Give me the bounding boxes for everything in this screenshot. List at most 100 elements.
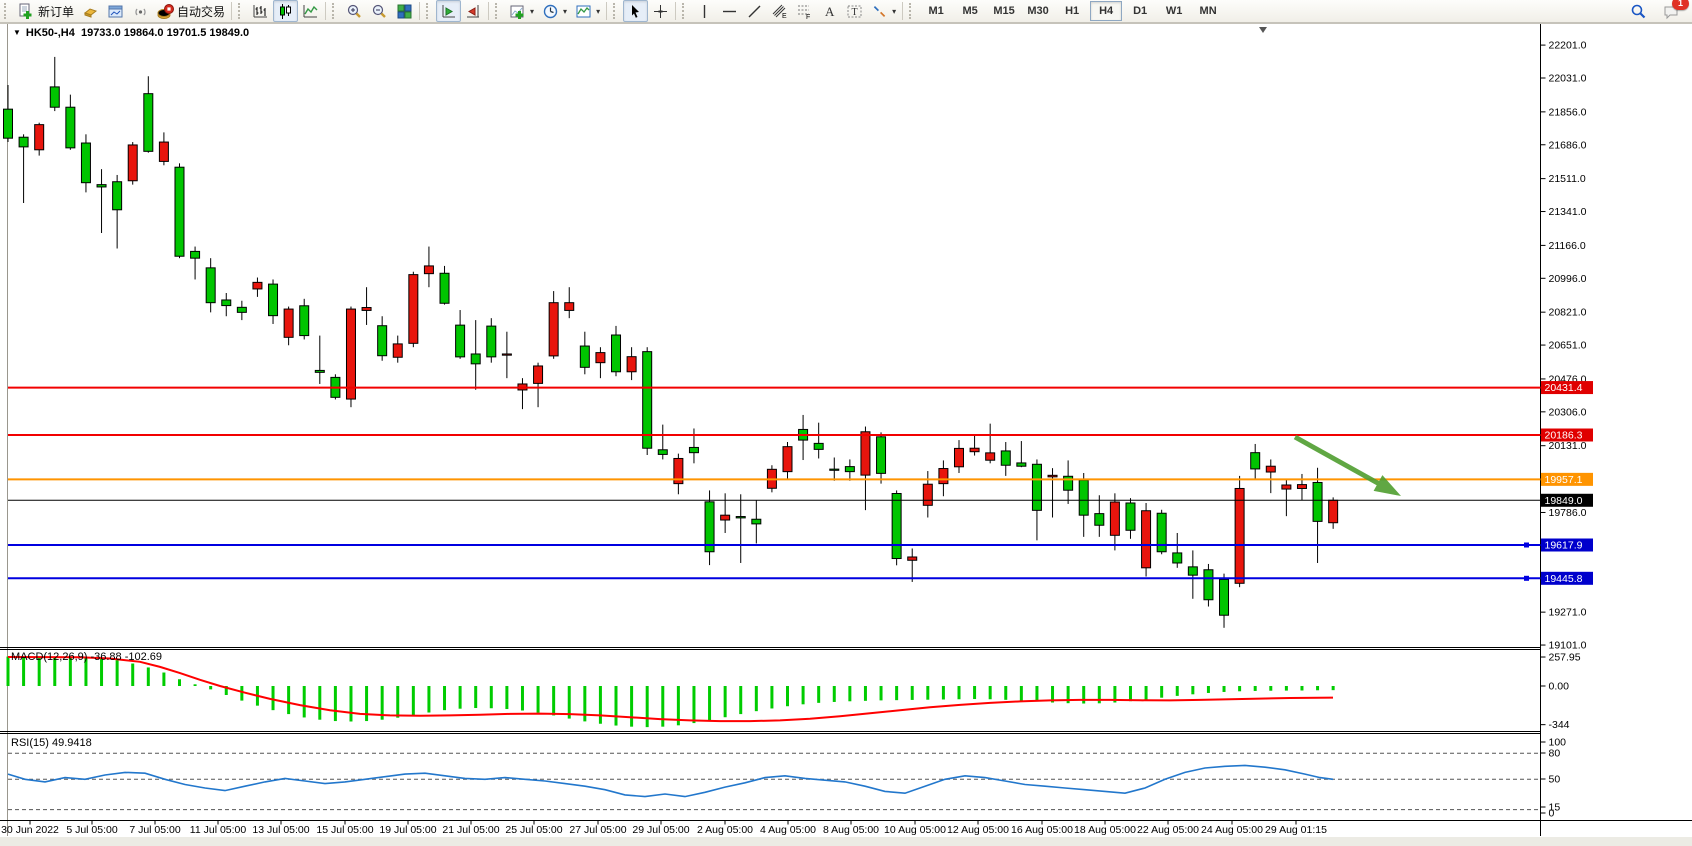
label-button[interactable]: T xyxy=(842,0,867,22)
price-badge-label: 19445.8 xyxy=(1545,573,1583,585)
timeframe-MN[interactable]: MN xyxy=(1199,5,1217,17)
candle-body xyxy=(65,106,76,149)
candle-body xyxy=(470,353,481,365)
candle-body xyxy=(1296,484,1307,489)
price-tick-label: 20306.0 xyxy=(1549,406,1587,418)
candle-body xyxy=(626,356,637,373)
horizontal-line-button[interactable] xyxy=(717,0,742,22)
bar-chart-button[interactable] xyxy=(248,0,273,22)
timeframe-W1[interactable]: W1 xyxy=(1165,5,1183,17)
price-badge xyxy=(1541,381,1593,395)
timeframe-H4[interactable]: H4 xyxy=(1090,1,1123,21)
new-order-button[interactable]: 新订单 xyxy=(14,0,78,22)
price-badge xyxy=(1541,472,1593,486)
line-chart-button[interactable] xyxy=(298,0,323,22)
chart-canvas[interactable]: 22201.0 22031.0 21856.0 21686.0 21511.0 21341… xyxy=(0,23,1692,846)
candle-body xyxy=(860,431,871,476)
trendline-button[interactable] xyxy=(742,0,767,22)
candle-body xyxy=(1328,499,1339,524)
chart-shift-button[interactable] xyxy=(461,0,486,22)
timeframe-M1[interactable]: M1 xyxy=(928,5,944,17)
price-tick-label: 21166.0 xyxy=(1549,240,1586,252)
candle-body xyxy=(1203,569,1214,601)
dropdown-caret-icon[interactable]: ▾ xyxy=(530,6,535,16)
macd-tick-label: 0.00 xyxy=(1549,681,1570,693)
candle-body xyxy=(985,452,996,461)
time-tick-label: 15 Jul 05:00 xyxy=(316,824,373,836)
crosshair-icon xyxy=(654,4,668,18)
timeframe-H1[interactable]: H1 xyxy=(1065,5,1080,17)
notifications-button[interactable]: 1 xyxy=(1659,0,1689,22)
chart-menu-icon[interactable]: ▼ xyxy=(13,28,21,37)
chart-shift-marker[interactable] xyxy=(1259,27,1267,33)
fibonacci-button[interactable]: F xyxy=(792,0,817,22)
time-tick-label: 24 Aug 05:00 xyxy=(1201,824,1263,836)
candle-body xyxy=(423,265,434,275)
macd-tick-label: -344 xyxy=(1549,719,1570,731)
auto-scroll-button[interactable] xyxy=(436,0,462,22)
price-tick-label: 21686.0 xyxy=(1549,139,1587,151)
toolbar-separator xyxy=(488,2,490,20)
cursor-icon xyxy=(632,4,640,18)
dropdown-caret-icon[interactable]: ▾ xyxy=(892,6,897,16)
zoom-out-button[interactable] xyxy=(367,0,392,22)
trend-arrow-object[interactable] xyxy=(1293,434,1401,496)
auto-trading-button[interactable]: 自动交易 xyxy=(153,0,229,22)
dropdown-caret-icon[interactable]: ▾ xyxy=(596,6,601,16)
time-tick-label: 5 Jul 05:00 xyxy=(66,824,118,836)
candle-body xyxy=(922,483,933,506)
candle-body xyxy=(642,351,653,449)
toolbar-separator xyxy=(606,2,608,20)
toolbar-grip xyxy=(909,3,916,19)
crosshair-button[interactable] xyxy=(648,0,673,22)
vertical-line-button[interactable] xyxy=(692,0,717,22)
candle-body xyxy=(501,353,512,356)
timeframe-M15[interactable]: M15 xyxy=(993,5,1015,17)
svg-text:A: A xyxy=(825,4,835,19)
periods-button[interactable]: ▾ xyxy=(538,0,571,22)
timeframe-M30[interactable]: M30 xyxy=(1027,5,1049,17)
cursor-button[interactable] xyxy=(623,0,649,22)
time-axis[interactable]: 30 Jun 2022 5 Jul 05:00 7 Jul 05:00 11 Jul … xyxy=(1,820,1327,837)
window-bottom-strip xyxy=(0,837,1692,846)
zoom-in-button[interactable] xyxy=(342,0,367,22)
templates-button[interactable]: ▾ xyxy=(571,0,604,22)
line-handle[interactable] xyxy=(1524,542,1529,548)
tile-windows-button[interactable] xyxy=(392,0,417,22)
text-button[interactable]: A xyxy=(817,0,842,22)
candle-body xyxy=(953,447,964,468)
time-tick-label: 8 Aug 05:00 xyxy=(823,824,879,836)
zoom-in-icon xyxy=(347,4,361,18)
candle-body xyxy=(314,369,325,373)
chart-title: ▼ HK50-,H4 19733.0 19864.0 19701.5 19849.… xyxy=(13,27,249,39)
arrows-icon xyxy=(873,5,886,17)
time-tick-label: 11 Jul 05:00 xyxy=(190,824,247,836)
price-tick-label: 19271.0 xyxy=(1549,607,1587,619)
auto-trading-button-label: 自动交易 xyxy=(177,4,226,19)
price-tick-label: 21511.0 xyxy=(1549,173,1586,185)
channel-button[interactable]: E xyxy=(767,0,792,22)
timeframe-D1[interactable]: D1 xyxy=(1133,5,1148,17)
time-tick-label: 18 Aug 05:00 xyxy=(1074,824,1136,836)
chart-window[interactable]: 22201.0 22031.0 21856.0 21686.0 21511.0 21341… xyxy=(0,23,1692,846)
candle-body xyxy=(283,308,294,338)
candle-body xyxy=(1219,578,1230,616)
dropdown-caret-icon[interactable]: ▾ xyxy=(563,6,568,16)
arrows-button[interactable]: ▾ xyxy=(867,0,900,22)
candle-body xyxy=(96,184,107,188)
chart-window-button[interactable] xyxy=(103,0,128,22)
search-button[interactable] xyxy=(1626,0,1651,22)
line-chart-icon xyxy=(303,4,318,17)
indicators-button[interactable]: ▾ xyxy=(505,0,538,22)
auto-trading-icon xyxy=(157,3,175,19)
timeframe-M5[interactable]: M5 xyxy=(962,5,978,17)
candles-series xyxy=(3,56,1339,628)
candle-chart-button[interactable] xyxy=(273,0,299,22)
line-handle[interactable] xyxy=(1524,575,1529,581)
time-tick-label: 27 Jul 05:00 xyxy=(569,824,626,836)
candle-body xyxy=(735,516,746,519)
price-tick-label: 21341.0 xyxy=(1549,206,1587,218)
market-watch-button[interactable] xyxy=(78,0,103,22)
price-axis[interactable]: 22201.0 22031.0 21856.0 21686.0 21511.0 21341… xyxy=(1540,40,1587,652)
signals-button[interactable] xyxy=(128,0,153,22)
